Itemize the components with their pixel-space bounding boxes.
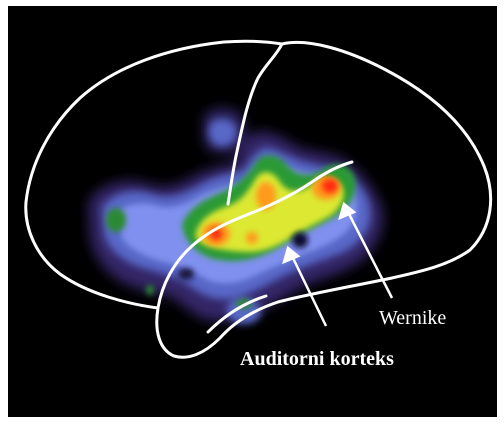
auditory-cortex-arrowhead [282,245,301,265]
brain-outline [24,39,493,359]
wernike-arrow [346,211,394,299]
wernike-arrowhead [338,201,357,221]
brain-scan-image [8,6,497,417]
wernike-label: Wernike [379,307,447,329]
auditory-cortex-label: Auditorni korteks [240,348,394,370]
activation-holes [178,232,308,280]
auditory-cortex-arrow [290,255,328,327]
brain-activation-map [24,39,493,359]
annotation-arrows [282,201,394,327]
activation-yellow [195,172,344,252]
